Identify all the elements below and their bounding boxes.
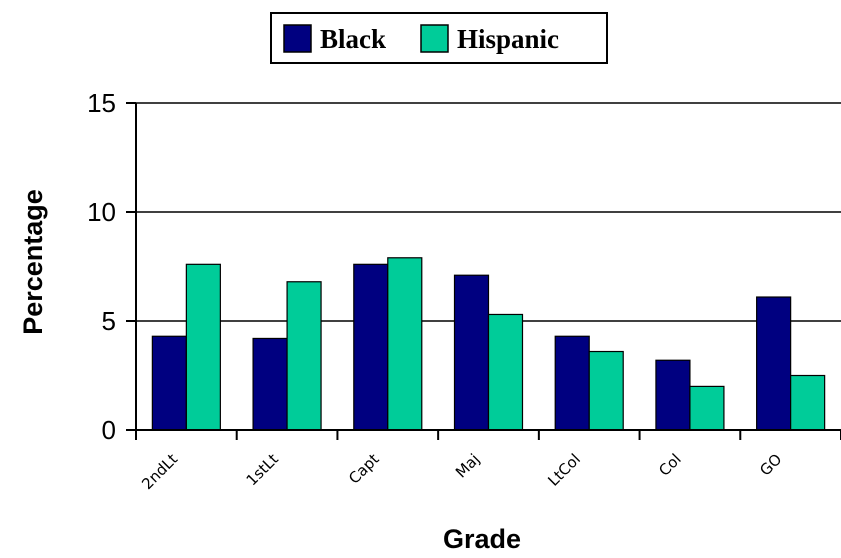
bar-black-capt — [353, 263, 389, 431]
legend-swatch-hispanic — [420, 24, 449, 53]
bars — [151, 257, 826, 431]
legend-swatch-black — [283, 24, 312, 53]
legend-label-hispanic: Hispanic — [457, 24, 559, 54]
legend: Black Hispanic — [270, 12, 608, 64]
y-tick-label: 5 — [102, 306, 116, 336]
y-tick-label: 0 — [102, 415, 116, 445]
y-axis-ticks: 0 5 10 15 — [87, 88, 136, 445]
x-tick-label: Maj — [452, 450, 483, 481]
y-axis-title: Percentage — [18, 189, 48, 335]
bar-hispanic-ltcol — [588, 350, 624, 431]
bar-hispanic-go — [790, 374, 826, 431]
bar-black-maj — [453, 274, 490, 431]
x-axis-ticks: 2ndLt 1stLt Capt Maj LtCol Col GO — [135, 430, 841, 493]
x-axis-title: Grade — [443, 524, 521, 554]
bar-hispanic-capt — [387, 257, 423, 431]
bar-black-ltcol — [554, 335, 590, 431]
x-tick-label: Col — [655, 450, 685, 480]
bar-hispanic-2ndlt — [185, 263, 221, 431]
bar-black-2ndlt — [151, 335, 187, 431]
bar-black-1stlt — [252, 337, 288, 431]
bar-black-go — [756, 296, 792, 431]
bar-hispanic-col — [689, 385, 725, 431]
x-tick-label: LtCol — [544, 450, 584, 490]
x-tick-label: 1stLt — [243, 450, 282, 489]
x-tick-label: 2ndLt — [138, 450, 181, 493]
x-tick-label: GO — [756, 450, 785, 479]
legend-label-black: Black — [320, 24, 386, 54]
y-tick-label: 15 — [87, 88, 116, 118]
x-tick-label: Capt — [345, 450, 383, 488]
bar-hispanic-1stlt — [286, 281, 322, 431]
bar-black-col — [655, 359, 691, 431]
y-tick-label: 10 — [87, 197, 116, 227]
bar-hispanic-maj — [487, 313, 524, 431]
